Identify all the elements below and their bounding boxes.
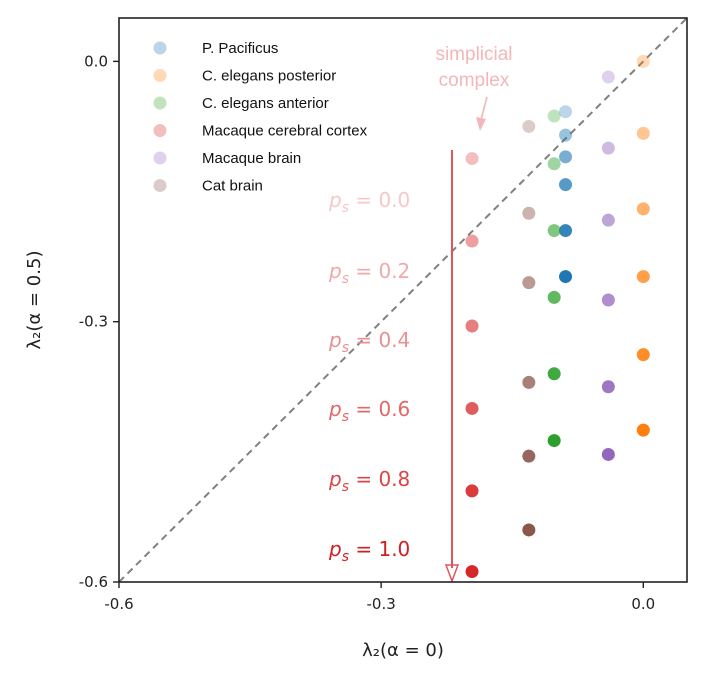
data-point bbox=[601, 380, 615, 394]
simplicial-complex-label: simplicial bbox=[435, 44, 512, 65]
ps-label-value: = 0.6 bbox=[349, 397, 410, 421]
legend-label: C. elegans posterior bbox=[202, 68, 336, 85]
data-point bbox=[465, 152, 479, 166]
ps-label-p: p bbox=[328, 467, 342, 491]
data-point bbox=[636, 348, 650, 362]
legend-marker bbox=[153, 41, 167, 55]
data-point bbox=[547, 367, 561, 381]
data-point bbox=[636, 202, 650, 216]
data-point bbox=[522, 523, 536, 537]
data-point bbox=[522, 276, 536, 290]
data-point bbox=[601, 141, 615, 155]
ps-label-value: = 0.2 bbox=[349, 259, 410, 283]
data-point bbox=[636, 54, 650, 68]
data-point bbox=[636, 270, 650, 284]
y-tick-label: -0.6 bbox=[79, 573, 108, 591]
ps-label-sub: s bbox=[342, 340, 349, 356]
data-point bbox=[522, 119, 536, 133]
data-point bbox=[601, 70, 615, 84]
ps-label-p: p bbox=[328, 188, 342, 212]
x-tick-label: -0.6 bbox=[104, 595, 133, 613]
data-point bbox=[601, 213, 615, 227]
data-point bbox=[547, 157, 561, 171]
ps-label-value: = 1.0 bbox=[349, 537, 410, 561]
data-point bbox=[465, 234, 479, 248]
ps-label-p: p bbox=[328, 328, 342, 352]
data-point bbox=[465, 565, 479, 579]
data-point bbox=[547, 290, 561, 304]
ps-label-value: = 0.0 bbox=[349, 188, 410, 212]
ps-label-value: = 0.8 bbox=[349, 467, 410, 491]
legend-label: Macaque brain bbox=[202, 150, 301, 167]
ps-label: ps = 0.2 bbox=[328, 259, 410, 287]
ps-label: ps = 1.0 bbox=[328, 537, 410, 565]
legend-label: P. Pacificus bbox=[202, 40, 278, 57]
simplicial-arrow-head bbox=[476, 117, 486, 131]
plot-area bbox=[118, 17, 688, 583]
data-point bbox=[636, 423, 650, 437]
axes: -0.6 -0.3 0.0 0.0 -0.3 -0.6 λ₂(α = 0) λ₂(α = 0.… bbox=[24, 17, 688, 661]
data-point bbox=[547, 109, 561, 123]
data-point bbox=[636, 126, 650, 140]
data-point bbox=[559, 178, 573, 192]
ps-label-p: p bbox=[328, 259, 342, 283]
data-point bbox=[559, 150, 573, 164]
ps-label: ps = 0.8 bbox=[328, 467, 410, 495]
ps-label-sub: s bbox=[342, 479, 349, 495]
simplicial-complex-label: complex bbox=[439, 70, 510, 91]
ps-label-sub: s bbox=[342, 549, 349, 565]
legend-marker bbox=[153, 69, 167, 82]
ps-label-sub: s bbox=[342, 200, 349, 216]
x-axis-label: λ₂(α = 0) bbox=[362, 640, 444, 661]
data-point bbox=[547, 224, 561, 238]
data-point bbox=[547, 434, 561, 448]
ps-label-p: p bbox=[328, 537, 342, 561]
legend-marker bbox=[153, 151, 167, 165]
legend-marker bbox=[153, 96, 167, 110]
legend-label: Cat brain bbox=[202, 178, 263, 195]
data-point bbox=[601, 447, 615, 461]
ps-label: ps = 0.4 bbox=[328, 328, 410, 356]
data-point bbox=[559, 128, 573, 142]
diagonal-line bbox=[118, 17, 688, 583]
ps-arrow-head bbox=[444, 564, 460, 584]
x-tick-label: -0.3 bbox=[367, 595, 396, 613]
data-point bbox=[559, 224, 573, 238]
simplicial-arrow bbox=[480, 96, 488, 121]
data-point bbox=[522, 375, 536, 389]
data-point bbox=[465, 401, 479, 415]
legend-label: C. elegans anterior bbox=[202, 95, 329, 112]
y-axis-label: λ₂(α = 0.5) bbox=[24, 251, 45, 350]
data-point bbox=[522, 206, 536, 220]
legend-marker bbox=[153, 124, 167, 137]
data-point bbox=[522, 449, 536, 463]
data-point bbox=[465, 319, 479, 333]
ps-label: ps = 0.6 bbox=[328, 397, 410, 425]
x-tick-label: 0.0 bbox=[631, 595, 655, 613]
legend-marker bbox=[153, 179, 167, 192]
y-tick-label: -0.3 bbox=[79, 313, 108, 331]
y-tick-label: 0.0 bbox=[84, 52, 108, 70]
ps-label: ps = 0.0 bbox=[328, 188, 410, 216]
ps-label-sub: s bbox=[342, 409, 349, 425]
legend-label: Macaque cerebral cortex bbox=[202, 123, 368, 140]
legend: P. Pacificus C. elegans posterior C. elega… bbox=[153, 40, 368, 195]
data-point bbox=[601, 293, 615, 307]
data-point bbox=[559, 105, 573, 119]
data-point bbox=[465, 484, 479, 498]
data-point bbox=[559, 270, 573, 284]
ps-label-sub: s bbox=[342, 271, 349, 287]
plot-frame bbox=[118, 17, 688, 583]
ps-label-p: p bbox=[328, 397, 342, 421]
ps-label-value: = 0.4 bbox=[349, 328, 410, 352]
